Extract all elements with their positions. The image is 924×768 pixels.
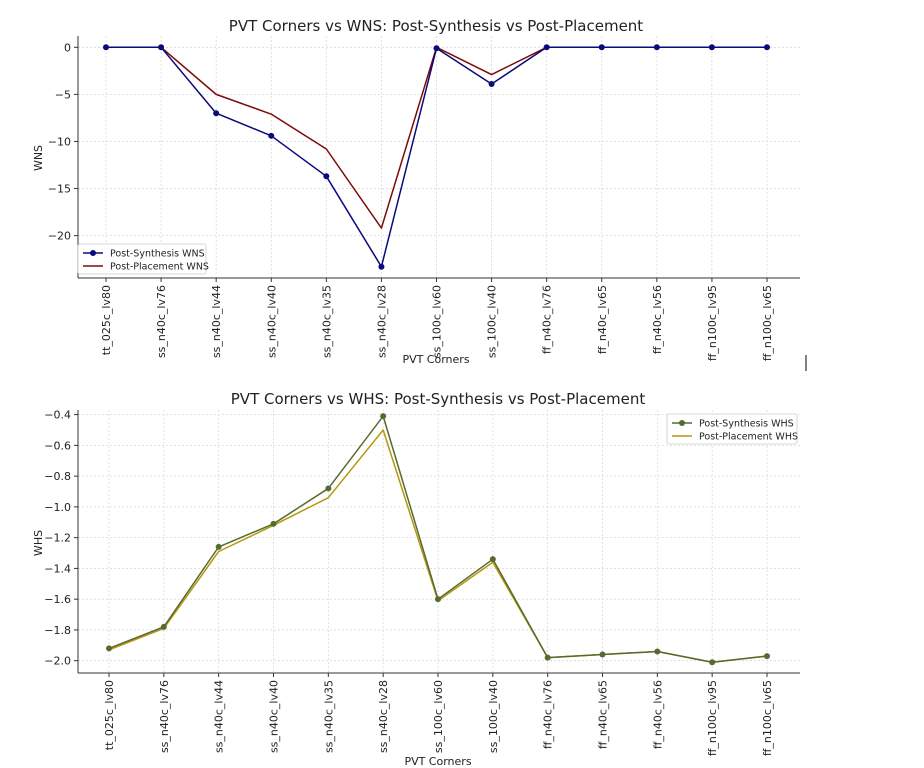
whs-data-point xyxy=(544,654,551,661)
whs-y-tick-label: −1.8 xyxy=(44,624,71,637)
wns-legend xyxy=(77,243,207,275)
whs-legend-label: Post-Placement WHS xyxy=(699,432,798,443)
wns-data-point xyxy=(764,44,770,51)
wns-data-point xyxy=(598,44,605,51)
wns-x-tick-label: ss_n40c_lv28 xyxy=(375,285,388,358)
wns-x-tick-label: ff_n40c_lv56 xyxy=(651,285,664,354)
wns-y-axis-label: WNS xyxy=(32,145,45,171)
wns-x-tick-label: ss_100c_lv60 xyxy=(431,285,444,358)
wns-x-tick-label: ff_n100c_lv95 xyxy=(706,285,719,361)
wns-data-point xyxy=(488,81,495,88)
wns-data-point xyxy=(103,44,109,51)
whs-x-tick-label: ss_n40c_lv28 xyxy=(377,680,390,753)
whs-x-tick-label: ss_n40c_lv35 xyxy=(322,680,335,753)
wns-x-tick-label: ss_n40c_lv35 xyxy=(320,285,333,358)
whs-y-tick-label: −1.6 xyxy=(44,593,71,606)
wns-data-point xyxy=(158,44,165,51)
whs-legend-label: Post-Synthesis WHS xyxy=(699,419,794,430)
wns-y-tick-label: 0 xyxy=(64,41,71,54)
whs-data-point xyxy=(380,413,387,420)
whs-data-point xyxy=(599,651,606,658)
whs-x-axis-label: PVT Corners xyxy=(404,755,471,768)
whs-y-tick-label: −0.8 xyxy=(44,470,71,483)
wns-data-point xyxy=(213,110,220,117)
wns-data-point xyxy=(323,173,330,180)
whs-y-tick-label: −2.0 xyxy=(44,655,71,668)
whs-x-tick-label: ff_n100c_lv65 xyxy=(761,680,774,756)
wns-x-axis-label: PVT Corners xyxy=(402,353,469,366)
whs-data-point xyxy=(764,653,770,660)
whs-x-tick-label: ss_100c_lv40 xyxy=(487,680,500,753)
whs-data-point xyxy=(325,485,332,492)
whs-chart: PVT Corners vs WHS: Post-Synthesis vs Po… xyxy=(32,390,800,768)
wns-x-tick-label: tt_025c_lv80 xyxy=(100,285,113,355)
wns-data-point xyxy=(433,45,440,52)
whs-y-tick-label: −0.4 xyxy=(44,409,71,422)
whs-data-point xyxy=(160,623,167,630)
wns-y-tick-label: −15 xyxy=(48,183,71,196)
whs-legend-marker xyxy=(679,420,685,426)
whs-x-tick-label: ss_n40c_lv76 xyxy=(158,680,171,753)
wns-x-tick-label: ss_n40c_lv40 xyxy=(265,285,278,358)
wns-legend-label: Post-Placement WNS xyxy=(110,262,209,273)
wns-data-point xyxy=(653,44,660,51)
whs-y-tick-label: −1.2 xyxy=(44,532,71,545)
whs-data-point xyxy=(709,659,716,666)
whs-y-tick-label: −1.4 xyxy=(44,562,71,575)
wns-data-point xyxy=(268,132,275,139)
whs-x-tick-label: ss_n40c_lv44 xyxy=(213,680,226,753)
wns-data-point xyxy=(378,263,385,270)
whs-legend xyxy=(666,413,798,445)
whs-y-tick-label: −1.0 xyxy=(44,501,71,514)
wns-x-tick-label: ff_n100c_lv65 xyxy=(761,285,774,361)
wns-y-tick-label: −20 xyxy=(48,230,71,243)
wns-chart-title: PVT Corners vs WNS: Post-Synthesis vs Po… xyxy=(229,17,644,35)
whs-data-point xyxy=(654,648,661,655)
whs-chart-title: PVT Corners vs WHS: Post-Synthesis vs Po… xyxy=(231,390,646,408)
wns-chart: PVT Corners vs WNS: Post-Synthesis vs Po… xyxy=(32,17,800,366)
whs-x-tick-label: ss_100c_lv60 xyxy=(432,680,445,753)
whs-y-tick-label: −0.6 xyxy=(44,439,71,452)
whs-data-point xyxy=(106,645,112,652)
wns-data-point xyxy=(708,44,715,51)
whs-x-tick-label: ff_n40c_lv65 xyxy=(597,680,610,749)
whs-data-point xyxy=(215,543,222,550)
whs-data-point xyxy=(489,556,496,563)
whs-data-point xyxy=(435,596,441,603)
whs-x-tick-label: ss_n40c_lv40 xyxy=(268,680,281,753)
wns-y-tick-label: −5 xyxy=(55,88,71,101)
whs-x-tick-label: ff_n40c_lv76 xyxy=(542,680,555,749)
whs-x-tick-label: ff_n100c_lv95 xyxy=(706,680,719,756)
whs-x-tick-label: tt_025c_lv80 xyxy=(103,680,116,750)
whs-data-point xyxy=(270,520,277,527)
wns-data-point xyxy=(543,44,550,51)
wns-x-tick-label: ss_n40c_lv44 xyxy=(210,285,223,358)
wns-legend-label: Post-Synthesis WNS xyxy=(110,249,205,260)
whs-y-axis-label: WHS xyxy=(32,530,45,556)
whs-x-tick-label: ff_n40c_lv56 xyxy=(651,680,664,749)
wns-x-tick-label: ff_n40c_lv65 xyxy=(596,285,609,354)
wns-x-tick-label: ss_100c_lv40 xyxy=(486,285,499,358)
wns-x-tick-label: ff_n40c_lv76 xyxy=(541,285,554,354)
wns-x-tick-label: ss_n40c_lv76 xyxy=(155,285,168,358)
wns-y-tick-label: −10 xyxy=(48,135,71,148)
wns-legend-marker xyxy=(90,250,96,256)
